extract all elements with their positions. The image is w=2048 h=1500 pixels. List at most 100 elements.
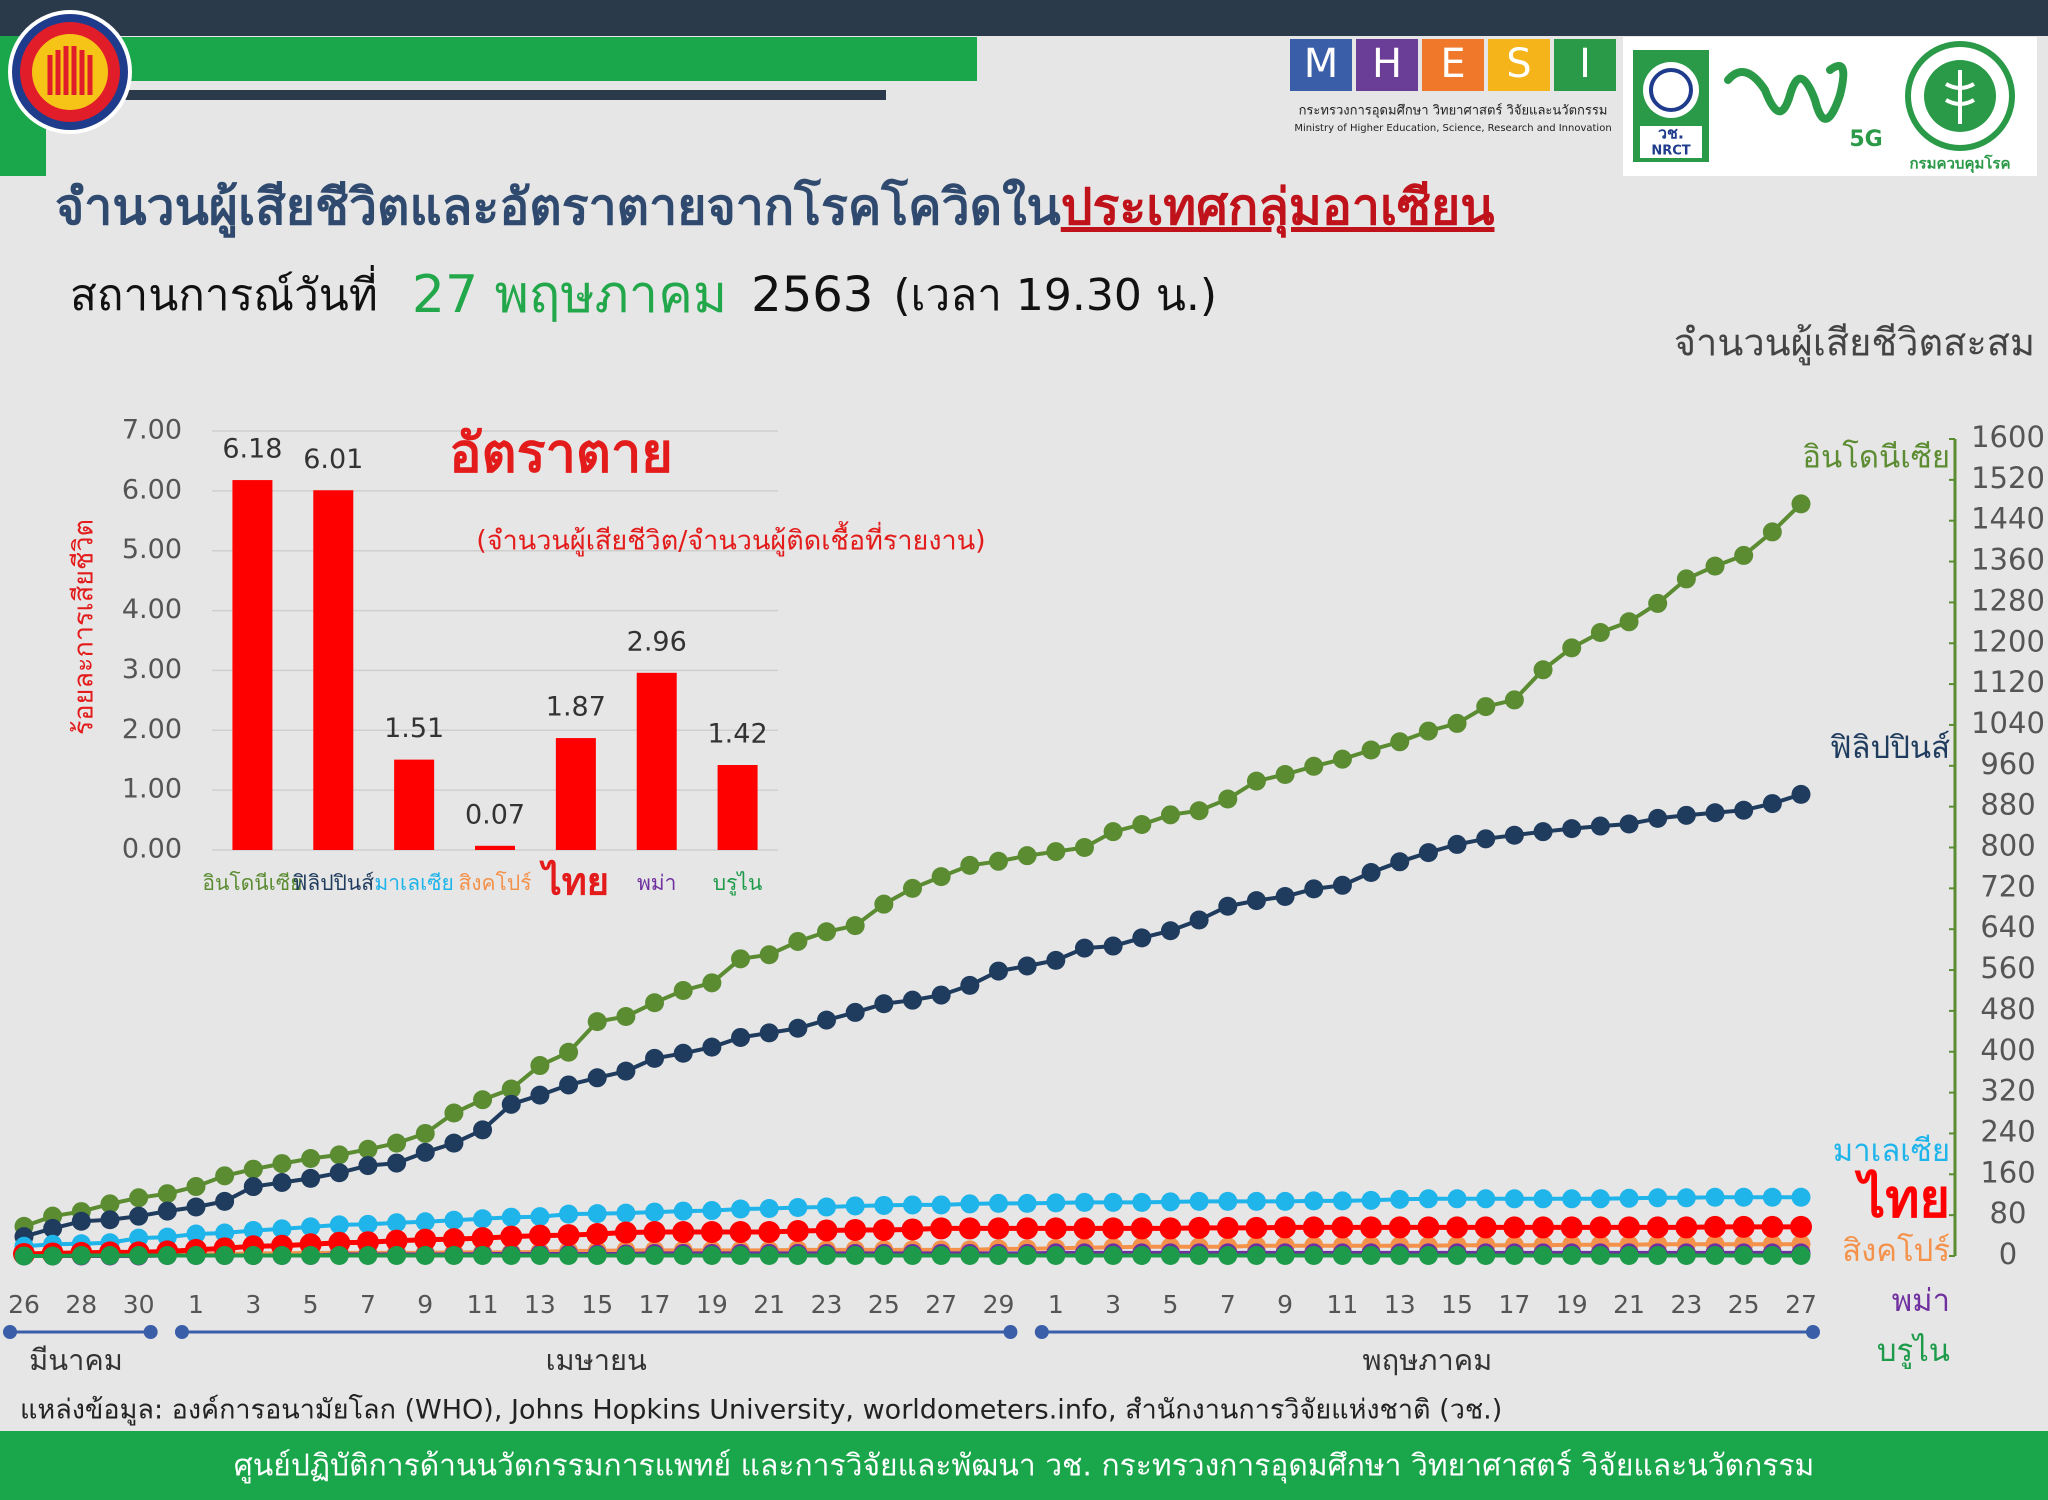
mhesi-box — [1488, 39, 1550, 91]
data-point — [1044, 1217, 1067, 1240]
data-point — [1103, 936, 1123, 956]
data-point — [1275, 1191, 1295, 1211]
y2-tick-label: 400 — [1980, 1033, 2035, 1067]
y2-tick-label: 560 — [1980, 951, 2035, 985]
data-point — [931, 1245, 951, 1265]
data-point — [817, 1245, 837, 1265]
data-point — [1446, 1216, 1469, 1239]
data-point — [1734, 1245, 1754, 1265]
data-point — [501, 1094, 521, 1114]
mhesi-letter: I — [1579, 41, 1591, 87]
data-point — [1302, 1216, 1325, 1239]
data-point — [1159, 1217, 1182, 1240]
data-point — [329, 1163, 349, 1183]
x-tick-label: 3 — [1105, 1290, 1121, 1319]
data-point — [415, 1123, 435, 1143]
data-point — [1332, 1245, 1352, 1265]
data-point — [844, 1218, 867, 1241]
data-point — [1390, 1189, 1410, 1209]
data-point — [960, 1245, 980, 1265]
y2-tick-label: 1600 — [1971, 420, 2045, 454]
nrct-thai: วช. — [1658, 124, 1684, 143]
data-point — [530, 1245, 550, 1265]
data-point — [1533, 1189, 1553, 1209]
data-point — [845, 1245, 865, 1265]
data-point — [215, 1223, 235, 1243]
data-point — [1361, 1245, 1381, 1265]
x-tick-label: 21 — [753, 1290, 785, 1319]
data-point — [301, 1148, 321, 1168]
mhesi-letter: E — [1440, 41, 1465, 87]
data-point — [1476, 829, 1496, 849]
data-point — [243, 1159, 263, 1179]
data-point — [1533, 822, 1553, 842]
x-tick-label: 13 — [1384, 1290, 1416, 1319]
data-point — [1648, 808, 1668, 828]
data-point — [329, 1215, 349, 1235]
x-tick-label: พม่า — [637, 871, 676, 895]
bar — [555, 738, 596, 850]
data-point — [1619, 612, 1639, 632]
y2-tick-label: 720 — [1980, 869, 2035, 903]
data-point — [1762, 794, 1782, 814]
data-point — [358, 1156, 378, 1176]
data-point — [788, 1197, 808, 1217]
data-point — [1218, 896, 1238, 916]
data-point — [960, 855, 980, 875]
data-point — [1474, 1216, 1497, 1239]
data-point — [1646, 1216, 1669, 1239]
data-point — [931, 985, 951, 1005]
x-tick-label: 11 — [467, 1290, 499, 1319]
x-tick-label: ไทย — [539, 860, 609, 904]
chart-title: อัตราตาย — [449, 422, 673, 485]
x-tick-label: 25 — [1728, 1290, 1760, 1319]
data-point — [759, 1023, 779, 1043]
data-point — [1532, 1216, 1555, 1239]
data-point — [931, 1195, 951, 1215]
data-point — [301, 1245, 321, 1265]
data-point — [1590, 1189, 1610, 1209]
y-tick-label: 0.00 — [122, 834, 182, 865]
data-point — [731, 1199, 751, 1219]
data-point — [759, 1245, 779, 1265]
data-point — [1074, 1192, 1094, 1212]
data-point — [358, 1214, 378, 1234]
x-tick-label: 21 — [1613, 1290, 1645, 1319]
data-point — [1504, 1189, 1524, 1209]
data-point — [702, 1245, 722, 1265]
data-point — [301, 1217, 321, 1237]
y-tick-label: 3.00 — [122, 654, 182, 685]
data-point — [1017, 956, 1037, 976]
data-point — [530, 1207, 550, 1227]
bar — [475, 845, 515, 850]
data-point — [1648, 593, 1668, 613]
data-point — [759, 1199, 779, 1219]
data-point — [1132, 1192, 1152, 1212]
data-point — [1360, 1216, 1383, 1239]
month-span-end — [1003, 1325, 1018, 1339]
top-bar — [0, 0, 2048, 36]
data-point — [559, 1245, 579, 1265]
data-point — [1504, 690, 1524, 710]
month-span-end — [1034, 1325, 1049, 1339]
x-tick-label: 29 — [983, 1290, 1015, 1319]
data-point — [673, 1043, 693, 1063]
data-point — [1648, 1245, 1668, 1265]
x-tick-label: 7 — [1220, 1290, 1236, 1319]
data-point — [1562, 638, 1582, 658]
x-tick-label: 5 — [1162, 1290, 1178, 1319]
y2-tick-label: 480 — [1980, 992, 2035, 1026]
data-point — [559, 1204, 579, 1224]
data-point — [1791, 784, 1811, 804]
data-point — [1275, 764, 1295, 784]
situation-label: สถานการณ์วันที่ — [70, 264, 378, 321]
bar — [313, 490, 354, 850]
data-point — [473, 1209, 493, 1229]
data-point — [1390, 1245, 1410, 1265]
y2-tick-label: 0 — [1999, 1237, 2017, 1271]
data-point — [587, 1068, 607, 1088]
data-point — [501, 1207, 521, 1227]
data-point — [1102, 1217, 1125, 1240]
data-point — [1016, 1217, 1039, 1240]
data-point — [43, 1246, 63, 1266]
